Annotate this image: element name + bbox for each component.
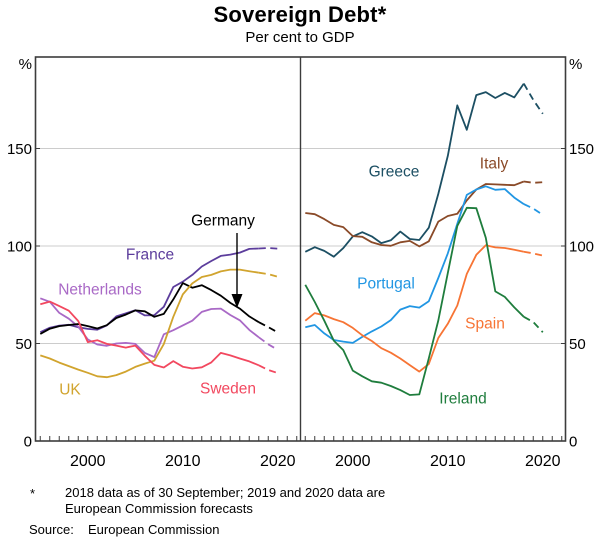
series-line-portugal bbox=[305, 185, 525, 344]
series-line-forecast-netherlands bbox=[258, 336, 279, 351]
source-label: Source: bbox=[29, 522, 74, 537]
y-tick-label-left-50: 50 bbox=[15, 336, 32, 353]
series-label-greece: Greece bbox=[369, 164, 420, 181]
source-text: European Commission bbox=[88, 522, 220, 537]
chart-title: Sovereign Debt* bbox=[213, 2, 387, 27]
series-line-forecast-germany bbox=[258, 321, 279, 334]
series-line-sweden bbox=[40, 300, 260, 370]
series-label-portugal: Portugal bbox=[357, 276, 415, 293]
series-line-uk bbox=[40, 268, 259, 379]
y-tick-label-right-150: 150 bbox=[569, 141, 594, 158]
series-label-spain: Spain bbox=[465, 316, 505, 333]
chart-subtitle: Per cent to GDP bbox=[245, 29, 355, 46]
y-tick-label-left-150: 150 bbox=[7, 141, 32, 158]
x-tick-label-2020-left: 2020 bbox=[260, 453, 296, 470]
x-tick-label-2010-left: 2010 bbox=[165, 453, 201, 470]
series-label-uk: UK bbox=[59, 382, 81, 399]
series-label-netherlands: Netherlands bbox=[58, 282, 142, 299]
y-tick-label-right-100: 100 bbox=[569, 239, 594, 256]
series-line-forecast-sweden bbox=[258, 364, 279, 374]
series-line-forecast-italy bbox=[523, 180, 543, 184]
series-label-sweden: Sweden bbox=[200, 381, 256, 398]
x-tick-label-2000-left: 2000 bbox=[70, 453, 106, 470]
x-tick-label-2000-right: 2000 bbox=[335, 453, 371, 470]
series-label-ireland: Ireland bbox=[439, 391, 486, 408]
y-tick-label-left-0: 0 bbox=[24, 434, 32, 451]
footnote-marker: * bbox=[30, 486, 36, 501]
series-line-forecast-portugal bbox=[523, 203, 544, 216]
annotation-arrow-head bbox=[231, 294, 243, 308]
y-tick-label-right-0: 0 bbox=[569, 434, 577, 451]
series-label-france: France bbox=[126, 247, 174, 264]
footnote-text-line2: European Commission forecasts bbox=[65, 501, 253, 516]
y-tick-label-left-100: 100 bbox=[7, 239, 32, 256]
x-tick-label-2010-right: 2010 bbox=[430, 453, 466, 470]
series-line-greece bbox=[304, 83, 525, 258]
series-line-forecast-france bbox=[258, 247, 278, 250]
series-line-forecast-greece bbox=[523, 83, 544, 115]
series-line-forecast-ireland bbox=[523, 316, 544, 333]
y-tick-label-right-50: 50 bbox=[569, 336, 586, 353]
series-label-italy: Italy bbox=[480, 156, 509, 173]
series-label-germany: Germany bbox=[191, 213, 255, 230]
x-tick-label-2020-right: 2020 bbox=[525, 453, 561, 470]
y-axis-unit-left: % bbox=[19, 56, 32, 73]
y-axis-unit-right: % bbox=[569, 56, 582, 73]
series-line-forecast-uk bbox=[258, 271, 279, 278]
series-line-germany bbox=[39, 282, 260, 335]
series-line-ireland bbox=[304, 206, 525, 396]
series-line-forecast-spain bbox=[523, 250, 544, 257]
footnote-text-line1: 2018 data as of 30 September; 2019 and 2… bbox=[65, 485, 386, 500]
series-line-france bbox=[39, 247, 259, 334]
series-line-netherlands bbox=[39, 297, 260, 358]
series-line-italy bbox=[305, 180, 525, 248]
